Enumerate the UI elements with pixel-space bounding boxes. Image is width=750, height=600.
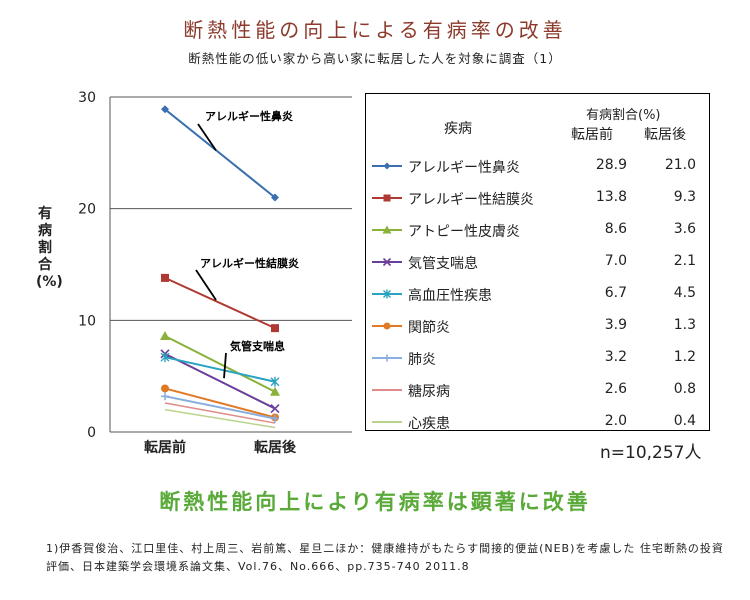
- table-value-before: 6.7: [604, 285, 627, 301]
- table-disease-name: 関節炎: [408, 320, 450, 336]
- table-row: アレルギー性鼻炎 28.9 21.0: [366, 150, 711, 182]
- table-disease-name: 心疾患: [408, 416, 450, 432]
- series-line: [164, 108, 276, 199]
- legend-swatch: [372, 421, 402, 423]
- data-point: [271, 324, 279, 333]
- legend-marker: [383, 322, 391, 330]
- table-value-after: 4.5: [673, 285, 696, 301]
- table-value-after: 0.8: [673, 381, 696, 397]
- series-line: [164, 335, 276, 393]
- table-value-before: 13.8: [595, 189, 627, 205]
- annotation-arrow: [223, 352, 227, 379]
- table-value-after: 2.1: [673, 253, 696, 269]
- legend-marker: [382, 225, 392, 234]
- table-row: アトピー性皮膚炎 8.6 3.6: [366, 214, 711, 246]
- table-row: アレルギー性結膜炎 13.8 9.3: [366, 182, 711, 214]
- table-value-before: 3.2: [604, 349, 627, 365]
- sample-size-note: n=10,257人: [600, 443, 702, 463]
- legend-swatch: [372, 225, 402, 234]
- legend-marker: [383, 194, 391, 202]
- annotation-label: 気管支喘息: [230, 339, 285, 353]
- table-header-before: 転居前: [571, 127, 613, 143]
- table-value-before: 2.6: [604, 381, 627, 397]
- table-value-after: 0.4: [673, 413, 696, 429]
- data-point: [161, 384, 169, 393]
- y-axis-label: 有病割合(%): [36, 206, 63, 290]
- table-value-before: 28.9: [595, 157, 627, 173]
- legend-marker: [383, 289, 391, 299]
- annotation-arrow: [197, 123, 217, 151]
- table-disease-name: アトピー性皮膚炎: [408, 224, 520, 240]
- series-line: [164, 387, 276, 419]
- table-row: 気管支喘息 7.0 2.1: [366, 246, 711, 278]
- table-value-before: 8.6: [604, 221, 627, 237]
- data-point: [271, 193, 279, 202]
- data-point: [160, 352, 170, 363]
- table-disease-name: アレルギー性結膜炎: [408, 192, 534, 208]
- data-point: [270, 376, 280, 387]
- table-disease-name: 糖尿病: [408, 384, 450, 400]
- table-header-disease: 疾病: [444, 121, 472, 137]
- table-value-before: 3.9: [604, 317, 627, 333]
- table-row: 高血圧性疾患 6.7 4.5: [366, 278, 711, 310]
- annotation-label: アレルギー性鼻炎: [205, 109, 293, 123]
- legend-marker: [383, 162, 391, 170]
- conclusion-text: 断熱性能向上により有病率は顕著に改善: [159, 490, 591, 514]
- table-value-after: 1.3: [673, 317, 696, 333]
- annotation-label: アレルギー性結膜炎: [200, 256, 299, 270]
- legend-swatch: [372, 194, 402, 202]
- table-value-after: 21.0: [664, 157, 696, 173]
- data-point: [161, 273, 169, 282]
- page-subtitle: 断熱性能の低い家から高い家に転居した人を対象に調査（1）: [188, 51, 562, 66]
- table-row: 心疾患 2.0 0.4: [366, 406, 711, 438]
- data-point: [161, 392, 169, 401]
- y-tick-label: 20: [78, 202, 96, 218]
- table-row: 肺炎 3.2 1.2: [366, 342, 711, 374]
- table-row: 糖尿病 2.6 0.8: [366, 374, 711, 406]
- legend-swatch: [372, 162, 402, 170]
- series-line: [164, 408, 276, 429]
- series-line: [164, 356, 276, 383]
- legend-swatch: [372, 389, 402, 391]
- legend-swatch: [372, 322, 402, 330]
- table-header-after: 転居後: [644, 127, 686, 143]
- data-point: [160, 330, 170, 340]
- table-disease-name: 肺炎: [408, 352, 436, 368]
- legend-swatch: [372, 354, 402, 362]
- page-title: 断熱性能の向上による有病率の改善: [183, 18, 567, 42]
- y-tick-label: 10: [78, 313, 96, 329]
- x-category-label: 転居前: [144, 439, 186, 456]
- table-value-after: 9.3: [673, 189, 696, 205]
- table-disease-name: アレルギー性鼻炎: [408, 160, 520, 176]
- data-point: [270, 386, 280, 396]
- reference-citation: 1)伊香賀俊治、江口里佳、村上周三、岩前篤、星旦二ほか：健康維持がもたらす間接的…: [46, 542, 724, 573]
- legend-swatch: [372, 289, 402, 299]
- table-value-before: 7.0: [604, 253, 627, 269]
- table-value-after: 3.6: [673, 221, 696, 237]
- series-line: [164, 352, 276, 410]
- series-line: [164, 276, 276, 330]
- y-tick-label: 0: [87, 425, 96, 441]
- table-disease-name: 高血圧性疾患: [408, 288, 492, 304]
- table-disease-name: 気管支喘息: [408, 256, 478, 272]
- series-line: [164, 395, 276, 420]
- x-category-label: 転居後: [254, 439, 297, 456]
- y-tick-label: 30: [78, 90, 96, 106]
- legend-swatch: [372, 257, 402, 267]
- annotation-arrow: [195, 269, 217, 301]
- table-header-ratio: 有病割合(%): [586, 108, 661, 123]
- table-row: 関節炎 3.9 1.3: [366, 310, 711, 342]
- table-value-before: 2.0: [604, 413, 627, 429]
- legend-marker: [382, 257, 392, 267]
- data-point: [270, 403, 280, 414]
- data-point: [161, 105, 169, 114]
- legend-marker: [383, 354, 391, 362]
- data-table: 疾病 有病割合(%) 転居前 転居後 アレルギー性鼻炎 28.9 21.0 アレルギー…: [365, 93, 711, 432]
- series-line: [164, 402, 276, 424]
- data-point: [271, 414, 279, 423]
- table-value-after: 1.2: [673, 349, 696, 365]
